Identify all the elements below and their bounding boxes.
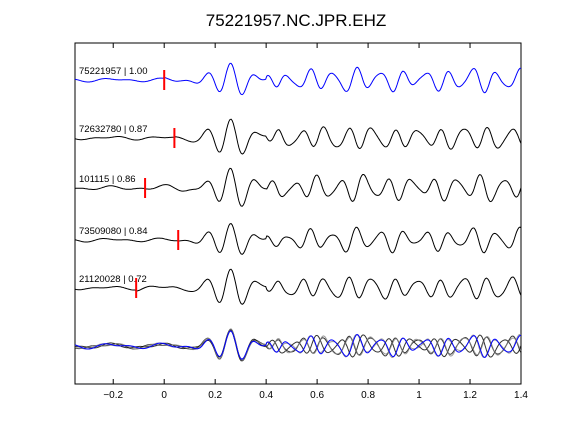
overlay-trace-line (74, 328, 522, 361)
plot-area: 75221957 | 1.00 72632780 | 0.87 101115 | 0… (74, 42, 528, 401)
overlay-group (74, 328, 522, 362)
trace-label: 21120028 | 0.72 (79, 274, 147, 285)
x-tick-label: −0.2 (103, 390, 123, 401)
trace-2: 72632780 | 0.87 (74, 118, 522, 155)
x-tick-label: 0.2 (208, 390, 222, 401)
x-tick-label: 0 (161, 390, 167, 401)
trace-label: 73509080 | 0.84 (79, 226, 148, 237)
x-tick-label: 0.6 (310, 390, 324, 401)
trace-4: 73509080 | 0.84 (74, 223, 522, 255)
trace-1: 75221957 | 1.00 (74, 62, 522, 96)
trace-3: 101115 | 0.86 (74, 167, 522, 207)
x-axis: −0.2 0 0.2 0.4 0.6 0.8 1 1.2 1.4 (103, 43, 528, 401)
trace-label: 101115 | 0.86 (79, 174, 136, 185)
trace-5: 21120028 | 0.72 (74, 268, 522, 305)
trace-line (74, 167, 522, 207)
overlay-trace-line (74, 330, 521, 360)
trace-line (74, 118, 522, 155)
x-tick-label: 0.4 (259, 390, 273, 401)
x-tick-label: 1.2 (463, 390, 477, 401)
trace-line (74, 62, 522, 96)
traces-group: 75221957 | 1.00 72632780 | 0.87 101115 | 0… (74, 62, 522, 362)
trace-label: 72632780 | 0.87 (79, 124, 148, 135)
trace-line (74, 223, 522, 255)
axes-frame (74, 42, 522, 385)
chart-title: 75221957.NC.JPR.EHZ (206, 11, 386, 30)
trace-line (74, 268, 522, 305)
x-tick-label: 1.4 (514, 390, 528, 401)
x-tick-label: 1 (416, 390, 422, 401)
x-tick-label: 0.8 (361, 390, 375, 401)
trace-label: 75221957 | 1.00 (79, 66, 148, 77)
